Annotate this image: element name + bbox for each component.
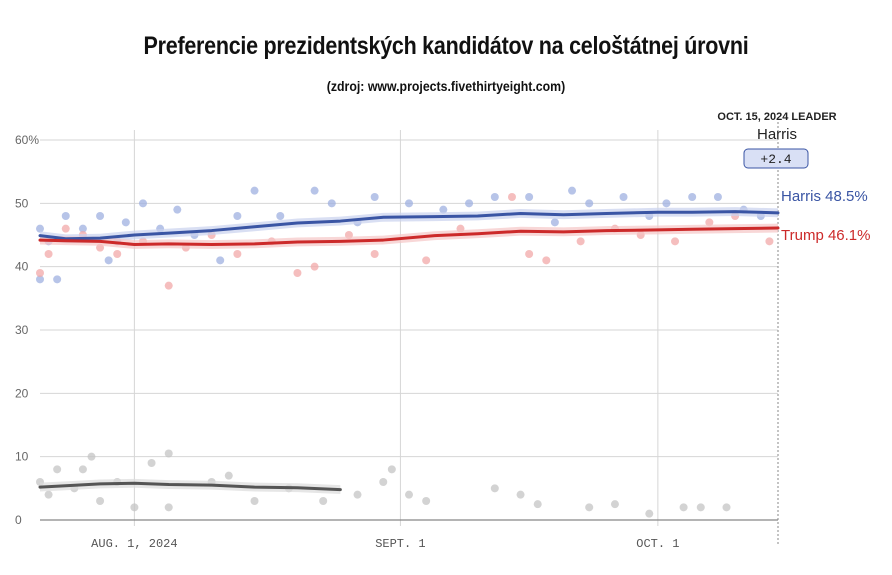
poll-dot-harris	[327, 199, 336, 208]
poll-dot-other	[44, 490, 53, 499]
poll-dot-trump	[507, 193, 516, 201]
poll-dot-other	[422, 497, 431, 505]
poll-dot-harris	[465, 199, 474, 208]
poll-dot-harris	[585, 199, 594, 208]
poll-dot-harris	[104, 256, 113, 265]
poll-dot-other	[516, 490, 525, 499]
harris-end-label: Harris 48.5%	[781, 188, 868, 205]
poll-dot-other	[319, 497, 328, 505]
poll-dot-harris	[568, 186, 577, 195]
poll-dot-harris	[276, 212, 285, 220]
poll-dot-trump	[293, 269, 302, 277]
series-line-harris	[38, 210, 780, 241]
series-line-trump	[38, 226, 780, 246]
y-tick-label: 60%	[15, 133, 39, 147]
poll-dot-other	[379, 478, 388, 486]
poll-dot-other	[610, 500, 619, 509]
poll-dot-other	[645, 509, 654, 518]
poll-dot-other	[696, 503, 705, 512]
y-tick-label: 30	[15, 323, 29, 337]
leader-name: Harris	[757, 126, 797, 143]
poll-dot-other	[224, 471, 233, 480]
poll-dot-other	[53, 465, 62, 474]
poll-dot-harris	[490, 193, 499, 201]
chart-title: Preferencie prezidentských kandidátov na…	[143, 32, 749, 60]
poll-dot-harris	[370, 193, 379, 201]
poll-dot-harris	[713, 193, 722, 201]
poll-dot-other	[250, 497, 259, 505]
poll-dot-trump	[370, 250, 379, 258]
poll-dot-other	[147, 459, 156, 467]
leader-margin-badge	[743, 148, 809, 169]
poll-dot-other	[533, 500, 542, 509]
y-tick-label: 10	[15, 450, 29, 464]
poll-dot-other	[164, 449, 173, 458]
poll-dot-other	[490, 484, 499, 493]
poll-dot-other	[585, 503, 594, 512]
poll-dot-harris	[173, 205, 182, 214]
leader-header: OCT. 15, 2024 LEADER	[717, 111, 836, 123]
poll-dot-other	[679, 503, 688, 512]
poll-dot-harris	[78, 224, 87, 233]
trump-end-label: Trump 46.1%	[781, 227, 870, 244]
poll-dot-other	[130, 503, 139, 512]
poll-dot-other	[722, 503, 731, 512]
poll-dot-harris	[121, 218, 130, 227]
x-tick-label: AUG. 1, 2024	[91, 537, 177, 551]
poll-dot-harris	[96, 212, 105, 220]
poll-dot-harris	[550, 218, 559, 227]
y-tick-label: 40	[15, 260, 29, 274]
poll-dot-trump	[164, 281, 173, 290]
y-tick-label: 0	[15, 513, 22, 527]
poll-dot-other	[96, 497, 105, 505]
poll-dot-harris	[36, 275, 44, 284]
poll-dot-trump	[36, 269, 44, 277]
y-tick-label: 50	[15, 196, 29, 210]
poll-dot-trump	[765, 237, 774, 246]
poll-dot-trump	[525, 250, 534, 258]
poll-dot-harris	[233, 212, 242, 220]
poll-dot-other	[387, 465, 396, 474]
chart-subtitle: (zdroj: www.projects.fivethirtyeight.com…	[326, 78, 566, 94]
poll-dot-harris	[250, 186, 259, 195]
poll-dot-trump	[310, 262, 319, 271]
poll-dot-other	[78, 465, 87, 474]
poll-dot-harris	[138, 199, 147, 208]
poll-dot-trump	[671, 237, 680, 246]
poll-dot-trump	[113, 250, 122, 258]
poll-dot-trump	[422, 256, 431, 265]
poll-dot-harris	[36, 224, 44, 233]
poll-dot-harris	[662, 199, 671, 208]
poll-dot-trump	[61, 224, 70, 233]
poll-dot-harris	[525, 193, 534, 201]
poll-dot-harris	[619, 193, 628, 201]
poll-dot-other	[87, 452, 96, 461]
poll-dot-trump	[705, 218, 714, 227]
poll-dot-other	[405, 490, 413, 499]
x-tick-label: SEPT. 1	[375, 537, 425, 551]
poll-dot-harris	[53, 275, 62, 284]
x-tick-label: OCT. 1	[636, 537, 679, 551]
poll-dot-harris	[216, 256, 225, 265]
series-band-harris	[40, 207, 778, 244]
poll-dot-harris	[688, 193, 697, 201]
poll-dot-trump	[44, 250, 53, 258]
poll-dot-harris	[439, 205, 448, 214]
poll-dot-other	[353, 490, 362, 499]
poll-dot-harris	[405, 199, 413, 208]
poll-dot-harris	[310, 186, 319, 195]
poll-dot-trump	[233, 250, 242, 258]
poll-dot-trump	[542, 256, 551, 265]
poll-dot-trump	[576, 237, 585, 246]
series-line-other	[38, 481, 342, 492]
poll-dot-other	[164, 503, 173, 512]
leader-margin: +2.4	[760, 152, 791, 167]
poll-dot-harris	[61, 212, 70, 220]
y-tick-label: 20	[15, 386, 29, 400]
